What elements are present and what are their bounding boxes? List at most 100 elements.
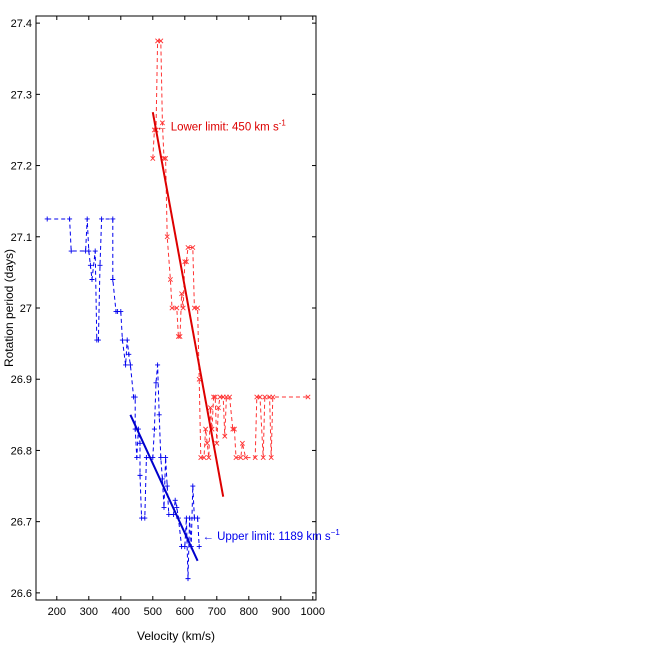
y-tick-label: 27 xyxy=(20,303,32,315)
annotation-0-superscript: −1 xyxy=(331,528,341,537)
series-1-point xyxy=(222,433,228,439)
x-tick-label: 300 xyxy=(80,606,98,618)
series-1-point xyxy=(233,455,239,461)
series-0-point xyxy=(142,515,148,521)
series-1-point xyxy=(190,244,196,250)
annotation-0: ← Upper limit: 1189 km s−1 xyxy=(202,528,340,543)
series-0-point xyxy=(158,455,164,461)
series-1-point xyxy=(167,276,173,283)
x-tick-label: 900 xyxy=(272,606,290,618)
series-0-point xyxy=(132,394,138,400)
series-0-point xyxy=(156,412,162,418)
series-0-point xyxy=(123,362,129,368)
series-0-point xyxy=(126,351,132,357)
annotation-0-text: ← Upper limit: 1189 km s xyxy=(202,531,330,543)
y-tick-label: 27.2 xyxy=(11,161,32,173)
series-1-point xyxy=(238,455,244,461)
series-0-point xyxy=(87,262,93,268)
series-0-point xyxy=(68,248,74,254)
series-0-point xyxy=(190,483,196,489)
series-0-point xyxy=(155,362,161,368)
series-1-point xyxy=(305,394,311,400)
series-1-point xyxy=(204,440,210,446)
series-0-point xyxy=(127,362,133,368)
annotation-1-superscript: -1 xyxy=(279,118,287,127)
x-axis-title: Velocity (km/s) xyxy=(137,629,215,643)
series-1-point xyxy=(150,155,156,161)
series-1-point xyxy=(182,259,188,265)
fit-line-1 xyxy=(151,111,225,497)
series-1-point xyxy=(257,394,263,400)
series-1-point xyxy=(180,305,186,311)
series-0-point xyxy=(195,515,201,521)
y-tick-label: 27.1 xyxy=(11,232,32,244)
series-layer xyxy=(44,38,311,582)
series-0-point xyxy=(110,277,116,283)
series-0-point xyxy=(161,504,167,510)
x-tick-label: 200 xyxy=(48,606,66,618)
series-0-point xyxy=(172,497,178,503)
series-0-point xyxy=(44,216,50,222)
series-1-point xyxy=(212,394,218,400)
series-1-point xyxy=(243,455,249,461)
series-0-point xyxy=(67,216,73,222)
series-1-point xyxy=(207,405,213,411)
y-tick-label: 26.8 xyxy=(11,445,32,457)
series-0-point xyxy=(118,309,124,315)
series-0-point xyxy=(163,455,169,461)
annotations-layer: ← Upper limit: 1189 km s−1 ← Lower limit:… xyxy=(156,118,340,543)
x-tick-label: 800 xyxy=(240,606,258,618)
series-0-point xyxy=(86,248,92,254)
x-tick-label: 700 xyxy=(208,606,226,618)
series-0-point xyxy=(187,515,193,521)
x-tick-label: 500 xyxy=(144,606,162,618)
series-1-point xyxy=(260,455,266,461)
series-1-point xyxy=(214,440,220,446)
series-0-point xyxy=(164,483,170,489)
series-1-point xyxy=(179,291,185,297)
series-0-point xyxy=(124,337,130,343)
series-1-point xyxy=(206,455,212,461)
series-0-point xyxy=(196,544,202,550)
series-0-point xyxy=(137,440,143,446)
series-0-point xyxy=(151,426,157,432)
series-0-point xyxy=(119,337,125,343)
series-0-point xyxy=(143,455,149,461)
y-tick-label: 26.9 xyxy=(11,374,32,386)
series-0-point xyxy=(95,337,101,343)
series-0-point xyxy=(92,248,98,254)
series-0-point xyxy=(99,216,105,222)
y-tick-label: 26.6 xyxy=(11,588,32,600)
annotation-1: ← Lower limit: 450 km s-1 xyxy=(156,118,286,133)
axis-ticks: 200 300 400 500 600 700 800 900 1000 26.6 26.7 26.8… xyxy=(11,16,325,618)
x-tick-label: 600 xyxy=(176,606,194,618)
series-0-point xyxy=(137,472,143,478)
series-1-point xyxy=(183,259,189,265)
annotation-1-text: ← Lower limit: 450 km s xyxy=(156,121,279,133)
series-0-point xyxy=(166,512,172,518)
series-1-point xyxy=(158,38,164,44)
series-1-point xyxy=(169,305,175,311)
series-0-point xyxy=(97,262,103,268)
series-0-point xyxy=(134,455,140,461)
series-1-point xyxy=(159,120,165,126)
x-tick-label: 400 xyxy=(112,606,130,618)
series-1-line xyxy=(152,40,308,459)
series-1-point xyxy=(262,394,268,400)
series-1-point xyxy=(268,455,274,461)
series-1-point xyxy=(163,155,169,161)
series-0-point xyxy=(185,576,191,582)
series-1-point xyxy=(174,305,180,311)
series-1-point xyxy=(252,455,258,461)
series-1-point xyxy=(215,405,221,411)
series-0-point xyxy=(182,544,188,550)
fit-lines-layer xyxy=(129,111,225,562)
y-tick-label: 27.4 xyxy=(11,18,32,30)
x-tick-label: 1000 xyxy=(301,606,325,618)
series-1-point xyxy=(230,426,236,432)
y-tick-label: 27.3 xyxy=(11,89,32,101)
series-1-point xyxy=(239,440,245,446)
series-1-point xyxy=(195,305,201,311)
series-1-point xyxy=(177,333,183,340)
series-1-point xyxy=(227,394,233,400)
